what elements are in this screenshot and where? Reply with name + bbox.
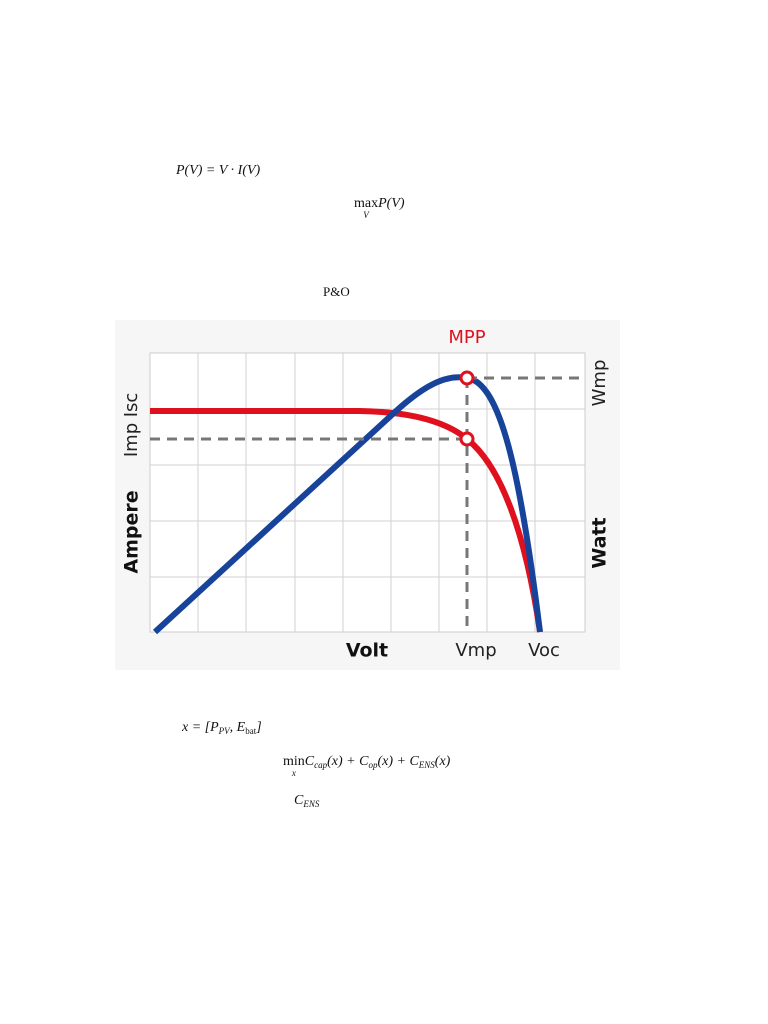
eq-subscript: ENS xyxy=(418,760,435,770)
equation: max V P(V) xyxy=(354,196,405,220)
eq-part: , E xyxy=(229,720,246,735)
equation: P(V) = V · I(V) xyxy=(176,163,260,179)
right-label: Wmp xyxy=(589,360,610,407)
eq-part: P(V) = V · I(V) xyxy=(176,163,261,178)
eq-subscript: cap xyxy=(314,760,328,770)
eq-part: (x) xyxy=(434,754,451,769)
eq-part: P(V) xyxy=(378,196,405,211)
mpp-figure: MPP Wmp Imp Isc Ampere Watt Volt Vmp Voc xyxy=(115,320,620,670)
mpp-point xyxy=(459,370,475,386)
eq-part: x = [P xyxy=(182,720,219,735)
eq-part: (x) + C xyxy=(327,754,369,769)
eq-operator: min xyxy=(283,754,305,769)
eq-subscript: bat xyxy=(245,726,257,736)
equation: CENS xyxy=(294,793,319,809)
plot-area xyxy=(149,352,586,633)
method-label: P&O xyxy=(323,284,350,299)
right-axis-title: Watt xyxy=(589,517,611,568)
equation: x = [PPV, Ebat] xyxy=(182,720,262,736)
left-axis-title: Ampere xyxy=(121,490,143,573)
guide-lines xyxy=(150,376,585,632)
x-label: Voc xyxy=(528,640,560,661)
equation: min x Ccap(x) + Cop(x) + CENS(x) xyxy=(283,754,450,778)
mpp-label: MPP xyxy=(448,327,485,348)
eq-subscript: PV xyxy=(218,726,230,736)
power-curve xyxy=(152,374,543,635)
left-label: Isc xyxy=(121,393,142,418)
imp-point xyxy=(459,431,475,447)
eq-subscript: op xyxy=(368,760,378,770)
eq-operator: max xyxy=(354,196,379,211)
eq-part: C xyxy=(294,793,304,808)
eq-part: C xyxy=(304,754,315,769)
left-label: Imp xyxy=(121,423,142,457)
eq-subscript: ENS xyxy=(303,799,320,809)
eq-subscript: x xyxy=(291,768,296,778)
x-axis-title: Volt xyxy=(346,640,388,662)
x-label: Vmp xyxy=(455,640,496,661)
eq-part: (x) + C xyxy=(377,754,419,769)
eq-subscript: V xyxy=(363,210,369,220)
eq-part: ] xyxy=(256,720,262,735)
